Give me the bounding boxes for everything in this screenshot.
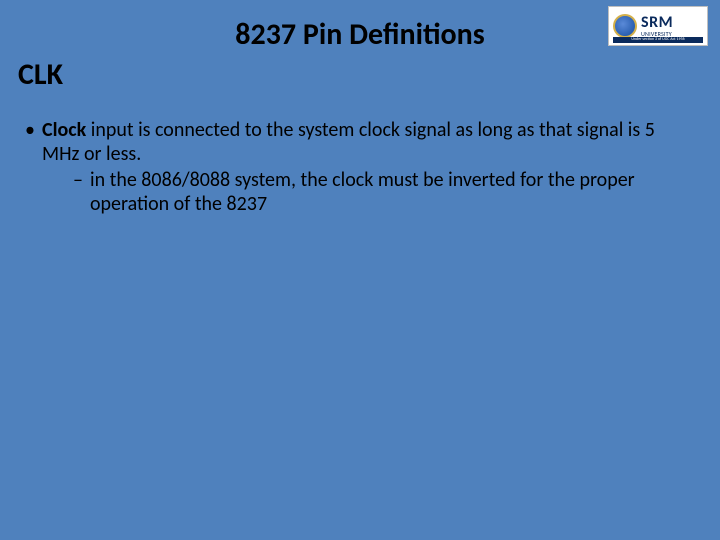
title-rest: Pin Definitions (296, 16, 485, 53)
bullet-marker: – (66, 168, 90, 216)
bullet-content: in the 8086/8088 system, the clock must … (90, 168, 692, 216)
bullet-level1: • Clock input is connected to the system… (18, 118, 692, 216)
title-prefix: 8237 (235, 16, 296, 53)
bullet-bold-lead: Clock (42, 118, 86, 142)
bullet-content: Clock input is connected to the system c… (42, 118, 692, 216)
bullet-marker: • (18, 118, 42, 216)
slide: SRM UNIVERSITY Under section 3 of UGC Ac… (0, 0, 720, 540)
bullet-level2: – in the 8086/8088 system, the clock mus… (66, 168, 692, 216)
slide-title: 8237 Pin Definitions (0, 16, 720, 53)
slide-subtitle: CLK (18, 56, 63, 93)
slide-body: • Clock input is connected to the system… (18, 118, 692, 216)
bullet-rest: input is connected to the system clock s… (42, 118, 655, 166)
